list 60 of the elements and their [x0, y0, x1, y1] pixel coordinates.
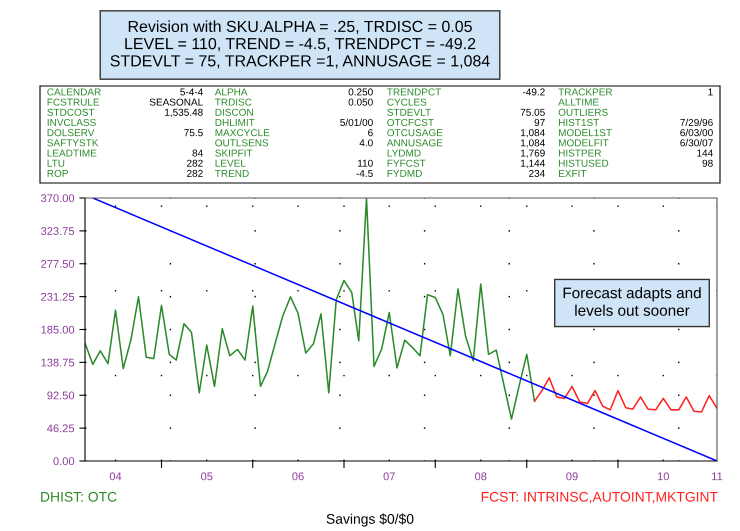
y-tick-label: 185.00 — [41, 326, 74, 334]
text: EXFIT — [558, 170, 586, 177]
text: ANNUSAGE 1,084 — [386, 139, 545, 148]
text: SAFTYSTK — [47, 139, 98, 146]
text: DOLSERV 75.5 — [48, 129, 203, 136]
x-tick-label: 07 — [384, 472, 395, 480]
text: HIST1ST 7/29/96 — [558, 118, 713, 126]
x-tick-label: 09 — [566, 472, 578, 480]
text: FCSTRULE SEASONAL — [48, 98, 203, 106]
text: TRENDPCT -49.2 — [387, 88, 545, 96]
x-tick-label: 11 — [712, 472, 722, 480]
text: HISTUSED 98 — [558, 160, 713, 167]
text: DHLIMIT 5/01/00 — [216, 118, 373, 126]
text: LEADTIME 84 — [48, 150, 203, 157]
text: LEVEL 110 — [216, 160, 373, 167]
text: FYDMD 234 — [388, 170, 545, 177]
text: DISCON — [216, 108, 253, 116]
text: TREND -4.5 — [214, 170, 373, 177]
y-tick-label: 277.50 — [41, 260, 74, 268]
y-tick-label: 92.50 — [47, 392, 74, 400]
text: MAXCYCLE 6 — [216, 129, 373, 136]
text: INVCLASS — [48, 118, 96, 126]
text: CALENDAR 5-4-4 — [47, 88, 203, 96]
text: STDCOST 1,535.48 — [47, 108, 203, 118]
text: CYCLES — [387, 98, 426, 106]
text: LYDMD 1,769 — [388, 150, 545, 158]
x-tick-label: 08 — [475, 472, 486, 480]
text: ALLTIME — [558, 98, 599, 106]
x-axis-title: Savings $0/$0 — [326, 513, 414, 527]
text: FCST: INTRINSC,AUTOINT,MKTGINT — [482, 492, 718, 504]
text: DHIST: OTC — [41, 492, 117, 502]
text: LTU 282 — [48, 160, 203, 167]
text: OTCFCST 97 — [387, 118, 545, 126]
y-tick-label: 370.00 — [41, 194, 74, 202]
text: STDEVLT 75.05 — [387, 108, 545, 116]
y-tick-label: 138.75 — [41, 358, 74, 367]
text: ALPHA 0.250 — [214, 88, 373, 96]
text: OUTLSENS 4.0 — [215, 139, 373, 146]
text: Revision with SKU.ALPHA = .25, TRDISC = 0.05 LEVEL = 110, TREND = -4.5, TRENDPCT = -49.2 STDEVLT = 75, TRACKPER =1, ANNUSAGE = 1,084 — [110, 20, 490, 68]
text: ROP 282 — [48, 170, 203, 177]
text: TRDISC 0.050 — [214, 98, 373, 106]
text: FYFCST 1,144 — [388, 160, 545, 168]
x-tick-label: 04 — [110, 472, 122, 480]
line-series — [85, 198, 536, 420]
x-tick-label: 05 — [201, 472, 212, 480]
text: TRACKPER 1 — [558, 88, 713, 96]
annotation: Forecast adapts and levels out sooner — [564, 287, 701, 316]
y-tick-label: 323.75 — [41, 227, 74, 236]
y-tick-label: 231.25 — [41, 292, 74, 301]
text: MODEL1ST 6/03/00 — [558, 128, 713, 136]
text: HISTPER 144 — [558, 150, 713, 157]
text: MODELFIT 6/30/07 — [558, 139, 713, 146]
text: OUTLIERS — [558, 108, 608, 116]
x-tick-label: 06 — [292, 472, 304, 480]
text: SKIPFIT — [215, 150, 252, 157]
y-tick-label: 0.00 — [53, 457, 74, 466]
x-tick-label: 10 — [658, 472, 669, 480]
line-series — [534, 377, 717, 413]
y-tick-label: 46.25 — [47, 424, 74, 432]
text: OTCUSAGE 1,084 — [387, 129, 545, 138]
